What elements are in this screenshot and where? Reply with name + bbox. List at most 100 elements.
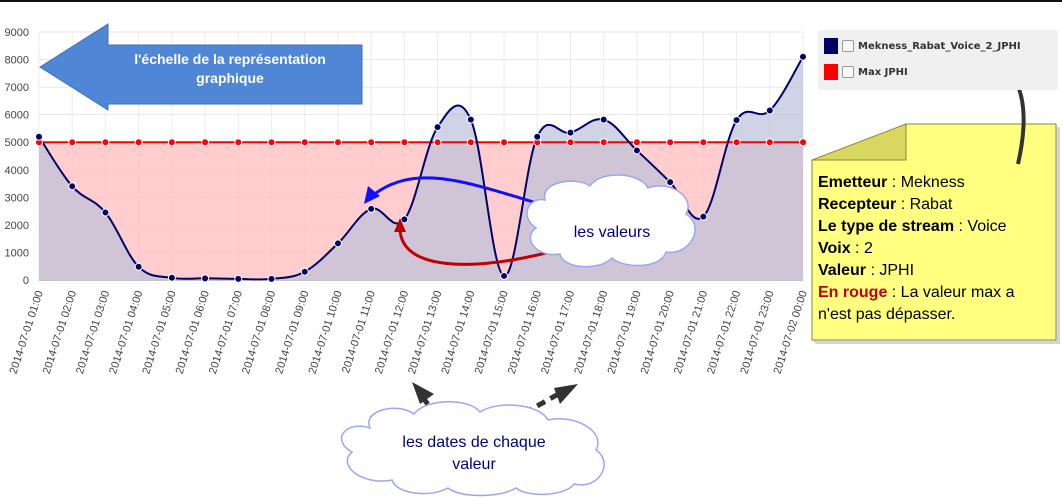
legend: Mekness_Rabat_Voice_2_JPHI Max JPHI (818, 30, 1058, 90)
series-1-point (234, 274, 243, 283)
y-tick-label: 8000 (5, 55, 29, 67)
info-note-shape (811, 123, 1060, 344)
x-tick-label: 2014-07-01 06:00 (174, 289, 212, 375)
series-1-point (799, 52, 807, 61)
x-tick-label: 2014-07-01 14:00 (439, 289, 477, 375)
y-tick-label: 3000 (5, 192, 29, 204)
x-tick-label: 2014-07-01 19:00 (606, 289, 644, 375)
legend-checkbox-series-2[interactable] (842, 66, 854, 78)
legend-checkbox-series-1[interactable] (842, 40, 854, 52)
x-tick-label: 2014-07-01 21:00 (672, 289, 710, 375)
series-2-point (400, 138, 409, 147)
series-2-point (799, 138, 807, 147)
series-2-point (666, 138, 675, 147)
y-tick-label: 9000 (5, 27, 29, 39)
top-border (0, 0, 1062, 2)
series-1-point (167, 273, 176, 282)
y-tick-label: 2000 (5, 220, 29, 232)
series-2-point (765, 138, 774, 147)
dates-arrow-left-head (412, 382, 434, 404)
dates-cloud: les dates de chaque valeur (340, 401, 605, 497)
x-tick-label: 2014-07-01 16:00 (506, 289, 544, 375)
x-tick-label: 2014-07-01 13:00 (406, 289, 444, 375)
series-1-point (400, 215, 409, 224)
series-1-point (666, 178, 675, 187)
series-1-point (101, 208, 110, 217)
dates-arrow-right-head (554, 384, 578, 404)
series-1-point (632, 146, 641, 155)
y-tick-label: 7000 (5, 82, 29, 94)
series-2-point (699, 138, 708, 147)
scale-arrow-annotation: l'échelle de la représentation graphique (39, 23, 363, 111)
y-tick-label: 5000 (5, 137, 29, 149)
series-1-point (35, 132, 43, 141)
y-tick-label: 0 (23, 275, 29, 287)
series-2-point (367, 138, 376, 147)
scale-arrow-text-1: l'échelle de la représentation (134, 51, 326, 67)
series-1-point (433, 123, 442, 132)
x-tick-label: 2014-07-02 00:00 (772, 289, 810, 375)
series-1-point (333, 239, 342, 248)
dates-cloud-text-2: valeur (452, 456, 496, 473)
series-1-point (566, 128, 575, 137)
x-tick-label: 2014-07-01 11:00 (340, 289, 378, 375)
y-tick-label: 4000 (5, 165, 29, 177)
y-tick-label: 6000 (5, 110, 29, 122)
series-1-point (500, 271, 509, 280)
values-arrow-blue-head (364, 186, 380, 204)
x-tick-label: 2014-07-01 07:00 (207, 289, 245, 375)
series-2-point (333, 138, 342, 147)
note-emetteur: Emetteur : Mekness (818, 174, 965, 191)
x-tick-label: 2014-07-01 10:00 (307, 289, 345, 375)
y-tick-label: 1000 (5, 247, 29, 259)
note-rouge: En rouge : La valeur max a (818, 284, 1015, 301)
x-tick-label: 2014-07-01 22:00 (705, 289, 743, 375)
legend-swatch-series-2 (824, 64, 838, 80)
series-2-point (500, 138, 509, 147)
series-2-point (732, 138, 741, 147)
x-tick-label: 2014-07-01 17:00 (539, 289, 577, 375)
info-note: Emetteur : Mekness Recepteur : Rabat Le … (816, 156, 1054, 340)
point-layer (35, 52, 807, 283)
note-rouge-2: n'est pas dépasser. (818, 306, 956, 323)
scale-arrow-text-2: graphique (196, 70, 264, 86)
x-tick-label: 2014-07-01 08:00 (240, 289, 278, 375)
x-tick-label: 2014-07-01 03:00 (74, 289, 112, 375)
x-tick-label: 2014-07-01 20:00 (639, 289, 677, 375)
x-tick-label: 2014-07-01 04:00 (107, 289, 145, 375)
series-1-point (599, 115, 608, 124)
series-1-point (68, 182, 77, 191)
series-2-point (68, 138, 77, 147)
x-tick-label: 2014-07-01 18:00 (572, 289, 610, 375)
values-arrow-red (398, 227, 551, 266)
series-1-point (466, 115, 475, 124)
note-stream: Le type de stream : Voice (818, 218, 1007, 235)
legend-item-series-1[interactable]: Mekness_Rabat_Voice_2_JPHI (824, 36, 1021, 56)
series-1-point (367, 204, 376, 213)
x-tick-label: 2014-07-01 23:00 (738, 289, 776, 375)
values-cloud: les valeurs (526, 174, 696, 268)
x-tick-label: 2014-07-01 09:00 (273, 289, 311, 375)
note-recepteur: Recepteur : Rabat (818, 196, 953, 213)
series-2-point (632, 138, 641, 147)
series-1-point (300, 267, 309, 276)
series-2-point (599, 138, 608, 147)
series-2-point (267, 138, 276, 147)
x-tick-label: 2014-07-01 01:00 (8, 289, 46, 375)
series-1-point (267, 274, 276, 283)
series-1-point (201, 274, 210, 283)
values-arrow-red-head (394, 218, 406, 232)
note-valeur: Valeur : JPHI (818, 262, 915, 279)
series-2-point (167, 138, 176, 147)
legend-swatch-series-1 (824, 38, 838, 54)
x-tick-label: 2014-07-01 15:00 (473, 289, 511, 375)
legend-item-series-2[interactable]: Max JPHI (824, 62, 908, 82)
series-2-point (566, 138, 575, 147)
legend-label-series-2: Max JPHI (858, 66, 908, 78)
series-2-point (101, 138, 110, 147)
legend-label-series-1: Mekness_Rabat_Voice_2_JPHI (858, 40, 1021, 52)
series-2-point (201, 138, 210, 147)
note-voix: Voix : 2 (818, 240, 873, 257)
scale-arrow-shape (39, 23, 363, 111)
